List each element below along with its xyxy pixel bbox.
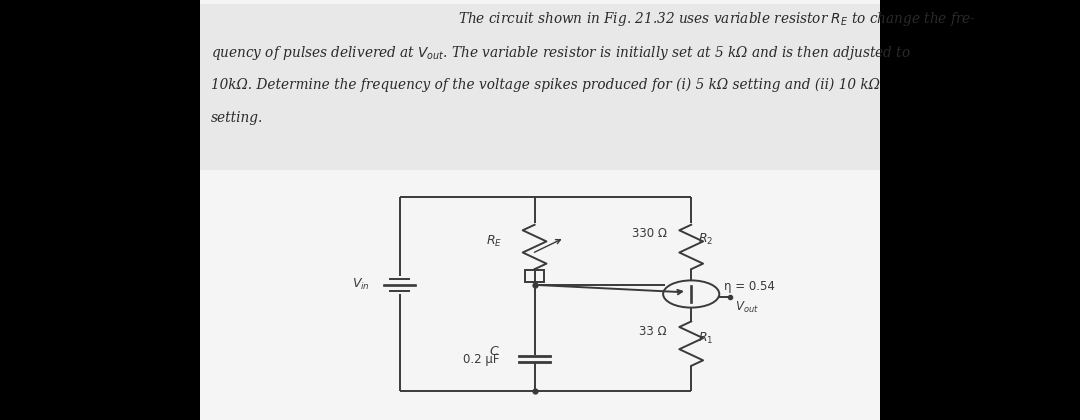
Text: quency of pulses delivered at $V_{out}$. The variable resistor is initially set : quency of pulses delivered at $V_{out}$.… [211,44,910,62]
Text: 33 Ω: 33 Ω [639,326,667,339]
Text: The circuit shown in Fig. 21.32 uses variable resistor $R_E$ to change the fre-: The circuit shown in Fig. 21.32 uses var… [458,10,976,29]
Text: $R_1$: $R_1$ [698,331,713,346]
Text: $R_2$: $R_2$ [698,231,713,247]
Text: $C$: $C$ [489,345,499,358]
Text: 330 Ω: 330 Ω [632,227,667,240]
Bar [525,270,544,282]
Text: setting.: setting. [211,111,262,125]
Text: 10kΩ. Determine the frequency of the voltage spikes produced for (i) 5 kΩ settin: 10kΩ. Determine the frequency of the vol… [211,78,879,92]
Text: 0.2 μF: 0.2 μF [463,353,499,366]
Text: $V_{in}$: $V_{in}$ [352,277,369,292]
Text: η = 0.54: η = 0.54 [724,280,774,293]
Text: $V_{out}$: $V_{out}$ [735,300,759,315]
Text: $R_E$: $R_E$ [486,234,502,249]
